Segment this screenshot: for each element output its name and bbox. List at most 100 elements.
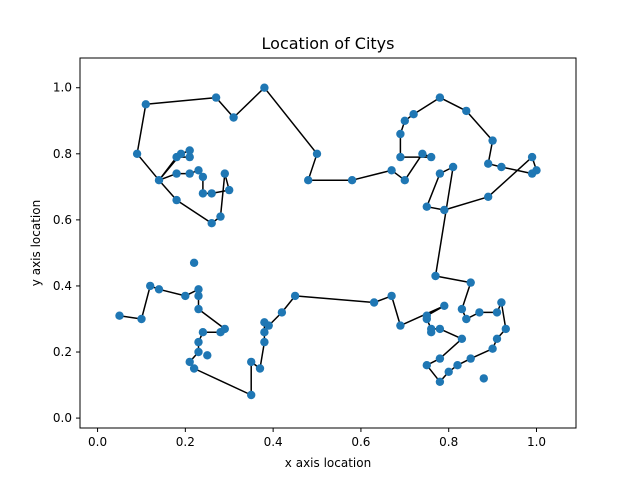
city-point-57 xyxy=(484,192,493,201)
x-tick-label: 0.8 xyxy=(439,435,458,449)
city-point-65 xyxy=(435,93,445,102)
city-point-75 xyxy=(304,176,313,185)
city-point-34 xyxy=(440,301,449,310)
city-point-87 xyxy=(185,152,194,162)
city-point-85 xyxy=(176,149,186,158)
city-point-43 xyxy=(488,344,497,353)
city-point-80 xyxy=(141,100,150,109)
city-point-72 xyxy=(400,176,409,185)
city-point-17 xyxy=(247,390,256,400)
x-tick-label: 0.2 xyxy=(176,435,195,449)
city-point-10 xyxy=(194,337,203,347)
city-point-23 xyxy=(264,321,273,330)
chart-title: Location of Citys xyxy=(262,34,395,53)
city-point-73 xyxy=(387,166,396,175)
city-point-55 xyxy=(422,202,431,211)
city-point-52 xyxy=(431,271,440,281)
x-tick-label: 0.6 xyxy=(351,435,370,449)
city-point-64 xyxy=(462,106,471,116)
city-point-96 xyxy=(207,219,216,228)
city-point-88 xyxy=(185,169,194,178)
city-point-69 xyxy=(396,152,405,162)
city-point-76 xyxy=(312,149,322,158)
city-point-82 xyxy=(154,176,164,185)
city-point-35 xyxy=(457,334,467,343)
city-point-68 xyxy=(396,129,405,139)
city-point-54 xyxy=(435,169,445,178)
city-point-30 xyxy=(422,311,431,320)
city-point-77 xyxy=(260,83,269,92)
city-point-79 xyxy=(211,93,221,102)
y-axis: 0.0 0.2 0.4 0.6 0.8 1.0 xyxy=(53,81,80,425)
city-point-50 xyxy=(457,304,467,314)
y-tick-label: 1.0 xyxy=(53,81,72,95)
city-point-62 xyxy=(484,159,493,168)
city-point-4 xyxy=(181,291,190,301)
city-point-67 xyxy=(400,116,409,126)
city-point-58 xyxy=(527,152,537,162)
city-point-39 xyxy=(444,367,453,376)
city-point-37 xyxy=(422,361,431,370)
x-tick-label: 0.4 xyxy=(264,435,283,449)
plot-area xyxy=(115,83,541,400)
city-point-28 xyxy=(396,321,405,330)
city-point-16 xyxy=(220,324,229,334)
city-point-83 xyxy=(172,169,181,178)
city-point-13 xyxy=(189,364,199,373)
city-point-60 xyxy=(527,169,537,178)
city-point-81 xyxy=(132,149,142,158)
city-point-12 xyxy=(185,357,194,367)
city-point-9 xyxy=(198,328,208,337)
city-point-42 xyxy=(479,374,488,383)
city-point-86 xyxy=(185,146,194,155)
city-point-71 xyxy=(427,152,436,162)
city-point-61 xyxy=(497,162,506,172)
city-point-2 xyxy=(146,281,155,291)
city-point-51 xyxy=(466,278,475,287)
axes-frame xyxy=(79,57,577,429)
city-point-19 xyxy=(255,364,265,373)
x-tick-label: 0.0 xyxy=(88,435,107,449)
city-point-78 xyxy=(229,113,238,122)
city-point-18 xyxy=(247,357,256,367)
city-point-90 xyxy=(198,172,208,182)
y-axis-label: y axis location xyxy=(29,200,43,286)
city-point-74 xyxy=(347,176,357,185)
city-point-26 xyxy=(369,298,379,307)
city-point-48 xyxy=(475,308,484,317)
city-point-92 xyxy=(207,189,216,198)
city-point-0 xyxy=(115,311,124,320)
city-point-8 xyxy=(194,304,203,314)
x-axis-label: x axis location xyxy=(285,456,371,470)
city-point-7 xyxy=(194,291,203,301)
city-point-97 xyxy=(172,195,181,205)
city-point-25 xyxy=(290,291,300,301)
city-point-32 xyxy=(427,328,436,337)
city-point-95 xyxy=(216,212,225,221)
city-point-89 xyxy=(194,166,203,175)
city-point-11 xyxy=(194,347,203,357)
x-axis: 0.0 0.2 0.4 0.6 0.8 1.0 xyxy=(88,428,546,449)
city-point-49 xyxy=(462,314,471,324)
city-point-94 xyxy=(225,185,234,195)
city-point-33 xyxy=(435,324,445,334)
city-point-44 xyxy=(492,334,502,343)
y-tick-label: 0.4 xyxy=(53,279,72,293)
city-point-1 xyxy=(137,314,146,324)
x-tick-label: 1.0 xyxy=(527,435,546,449)
city-point-63 xyxy=(488,136,497,145)
city-point-47 xyxy=(492,308,502,317)
city-point-21 xyxy=(260,328,269,337)
city-point-20 xyxy=(260,337,269,347)
city-point-5 xyxy=(189,258,199,267)
city-point-53 xyxy=(448,162,458,172)
y-tick-label: 0.6 xyxy=(53,213,72,227)
city-point-93 xyxy=(220,169,229,178)
city-point-45 xyxy=(501,324,510,334)
city-point-46 xyxy=(497,298,506,307)
y-tick-label: 0.2 xyxy=(53,345,72,359)
city-point-24 xyxy=(277,308,287,317)
city-point-56 xyxy=(440,205,449,215)
y-tick-label: 0.8 xyxy=(53,147,72,161)
